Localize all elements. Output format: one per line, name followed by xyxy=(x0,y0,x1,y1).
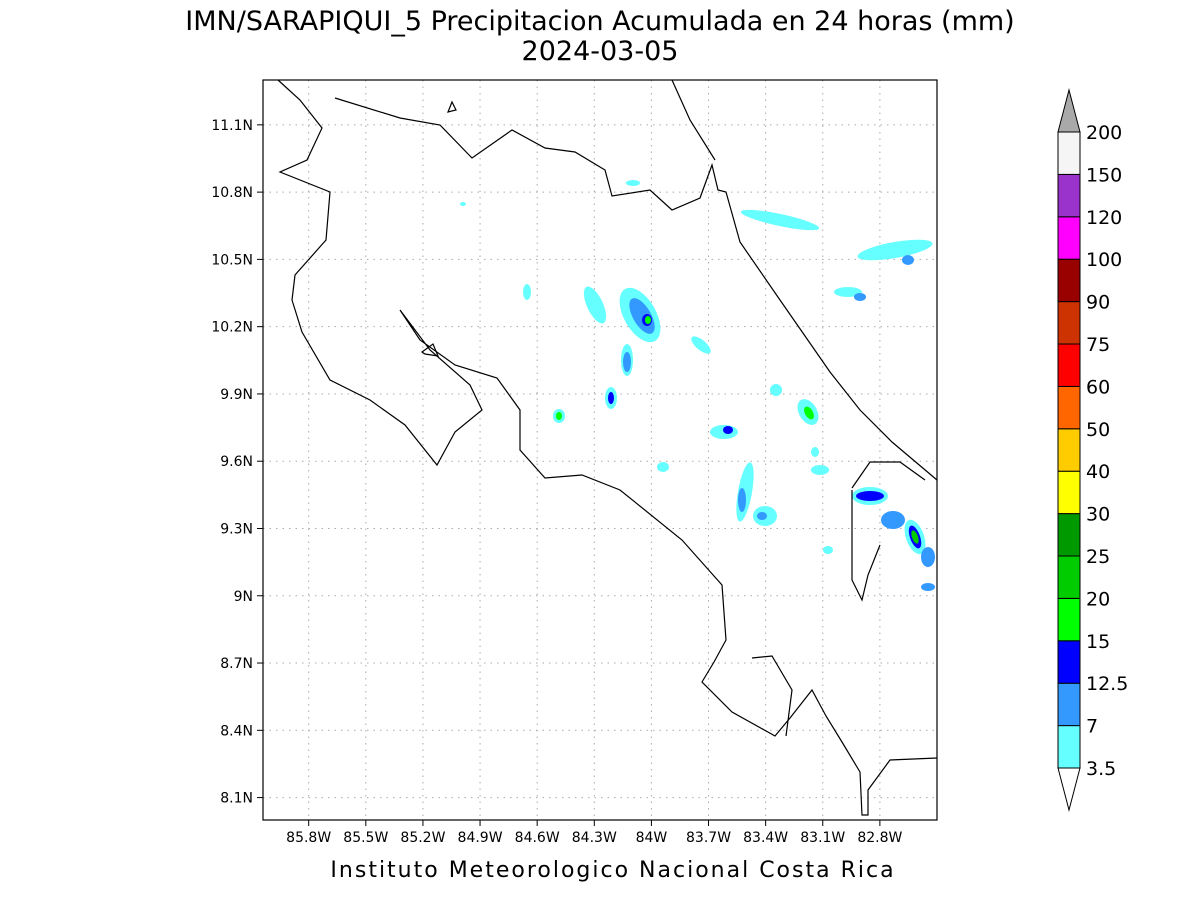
colorbar-over xyxy=(1057,88,1081,133)
x-tick-label: 83.4W xyxy=(743,830,788,846)
colorbar-label: 15 xyxy=(1086,631,1110,653)
y-tick-label: 9.6N xyxy=(220,454,253,470)
y-tick-label: 11.1N xyxy=(211,118,253,134)
colorbar-under xyxy=(1057,767,1081,812)
colorbar-box xyxy=(1057,725,1081,769)
axes: 85.8W 85.5W 85.2W 84.9W 84.6W 84.3W 84W 83.7W 83… xyxy=(211,118,902,846)
colorbar-box xyxy=(1057,216,1081,260)
colorbar-label: 200 xyxy=(1086,122,1122,144)
x-tick-label: 84W xyxy=(636,830,668,846)
colorbar-box xyxy=(1057,343,1081,387)
x-tick-label: 85.8W xyxy=(286,830,331,846)
y-tick-label: 9.9N xyxy=(220,387,253,403)
colorbar-box xyxy=(1057,131,1081,175)
colorbar-label: 120 xyxy=(1086,207,1122,229)
colorbar-label: 75 xyxy=(1086,334,1110,356)
x-tick-label: 82.8W xyxy=(857,830,902,846)
colorbar-label: 40 xyxy=(1086,461,1110,483)
footer: Instituto Meteorologico Nacional Costa R… xyxy=(330,858,895,883)
colorbar-label: 3.5 xyxy=(1086,758,1116,780)
colorbar-label: 100 xyxy=(1086,249,1122,271)
colorbar-label: 20 xyxy=(1086,588,1110,610)
colorbar-label: 25 xyxy=(1086,546,1110,568)
colorbar-box xyxy=(1057,682,1081,727)
colorbar-box xyxy=(1057,640,1081,684)
y-tick-label: 9.3N xyxy=(220,521,253,537)
y-tick-label: 10.5N xyxy=(211,252,253,268)
colorbar-label: 150 xyxy=(1086,164,1122,186)
grid xyxy=(263,80,937,820)
colorbar-box xyxy=(1057,428,1081,472)
y-tick-label: 8.7N xyxy=(220,656,253,672)
map-subtitle: 2024-03-05 xyxy=(522,36,679,67)
colorbar-box xyxy=(1057,385,1081,430)
map-frame xyxy=(262,79,938,821)
colorbar: 3.5 7 12.5 15 20 25 30 40 50 60 75 90 100 120 150 200 xyxy=(1057,88,1128,812)
colorbar-box xyxy=(1057,301,1081,345)
colorbar-box xyxy=(1057,513,1081,557)
x-tick-label: 84.6W xyxy=(515,830,560,846)
y-tick-label: 8.4N xyxy=(220,723,253,739)
y-tick-label: 9N xyxy=(234,589,253,605)
colorbar-label: 30 xyxy=(1086,504,1110,526)
x-tick-label: 85.2W xyxy=(400,830,445,846)
x-tick-label: 85.5W xyxy=(343,830,388,846)
colorbar-box xyxy=(1057,258,1081,303)
x-tick-label: 84.3W xyxy=(572,830,617,846)
x-tick-label: 84.9W xyxy=(458,830,503,846)
colorbar-label: 90 xyxy=(1086,292,1110,314)
colorbar-box xyxy=(1057,173,1081,218)
colorbar-label: 60 xyxy=(1086,376,1110,398)
precipitation xyxy=(460,180,935,591)
colorbar-label: 50 xyxy=(1086,419,1110,441)
x-tick-label: 83.7W xyxy=(686,830,731,846)
map-title: IMN/SARAPIQUI_5 Precipitacion Acumulada … xyxy=(185,6,1014,37)
y-tick-label: 10.2N xyxy=(211,320,253,336)
colorbar-label: 7 xyxy=(1086,716,1098,738)
coastlines xyxy=(277,79,938,816)
colorbar-box xyxy=(1057,555,1081,599)
colorbar-box xyxy=(1057,470,1081,515)
colorbar-label: 12.5 xyxy=(1086,673,1128,695)
y-tick-label: 10.8N xyxy=(211,185,253,201)
colorbar-box xyxy=(1057,597,1081,642)
y-tick-label: 8.1N xyxy=(220,791,253,807)
x-tick-label: 83.1W xyxy=(800,830,845,846)
